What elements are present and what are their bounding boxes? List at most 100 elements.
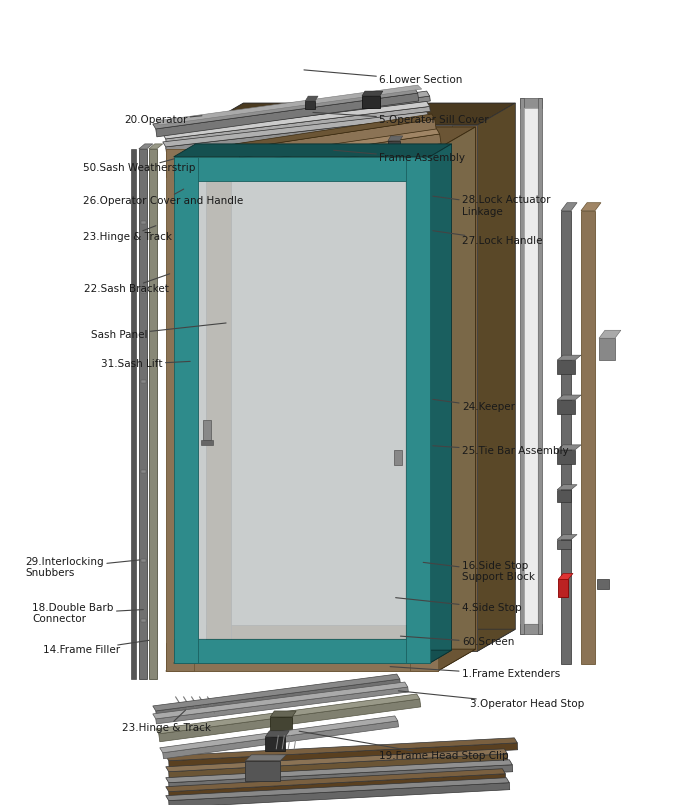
Text: 22.Sash Bracket: 22.Sash Bracket [84, 274, 170, 294]
Polygon shape [581, 202, 601, 210]
Polygon shape [158, 699, 421, 742]
Polygon shape [362, 91, 383, 96]
Bar [141, 380, 146, 383]
Polygon shape [242, 134, 441, 172]
Bar [131, 149, 136, 679]
Bar [231, 151, 452, 625]
Polygon shape [206, 629, 516, 651]
Text: 60.Screen: 60.Screen [401, 636, 514, 647]
Polygon shape [437, 127, 475, 671]
Polygon shape [163, 102, 430, 139]
Polygon shape [156, 687, 408, 724]
Polygon shape [165, 96, 430, 136]
Bar [271, 717, 292, 732]
Polygon shape [271, 711, 296, 717]
Polygon shape [165, 106, 430, 143]
Polygon shape [165, 760, 512, 783]
Bar [141, 290, 146, 293]
Text: 50.Sash Weatherstrip: 50.Sash Weatherstrip [83, 159, 195, 173]
Bar [557, 539, 571, 550]
Text: 23.Hinge & Track: 23.Hinge & Track [122, 710, 211, 733]
Text: 5.Operator Sill Cover: 5.Operator Sill Cover [313, 112, 489, 125]
Polygon shape [477, 103, 516, 651]
Polygon shape [149, 144, 163, 149]
Polygon shape [163, 112, 430, 147]
Bar [581, 210, 595, 664]
Polygon shape [156, 694, 420, 733]
Bar [246, 761, 280, 781]
Bar [203, 420, 210, 440]
Bar [525, 108, 538, 624]
Bar [141, 221, 146, 223]
Polygon shape [557, 395, 581, 400]
Bar [394, 450, 402, 465]
Polygon shape [165, 749, 507, 771]
Polygon shape [206, 625, 477, 651]
Text: 3.Operator Head Stop: 3.Operator Head Stop [399, 691, 584, 709]
Bar [141, 619, 146, 622]
Polygon shape [165, 769, 505, 791]
Bar [557, 360, 575, 374]
Polygon shape [165, 643, 437, 671]
Polygon shape [156, 85, 421, 125]
Polygon shape [156, 93, 419, 137]
Polygon shape [165, 117, 430, 152]
Text: 4.Side Stop: 4.Side Stop [396, 598, 521, 613]
Polygon shape [206, 103, 516, 125]
Polygon shape [153, 674, 400, 711]
Bar [388, 141, 400, 149]
Text: 1.Frame Extenders: 1.Frame Extenders [390, 667, 560, 679]
Bar [558, 580, 568, 597]
Bar [141, 470, 146, 473]
Text: 16.Side Stop
Support Block: 16.Side Stop Support Block [424, 561, 535, 583]
Bar [141, 559, 146, 563]
Polygon shape [239, 129, 439, 163]
Bar [597, 580, 609, 589]
Polygon shape [599, 330, 621, 339]
Text: 26.Operator Cover and Handle: 26.Operator Cover and Handle [83, 189, 243, 206]
Bar [557, 450, 575, 463]
Polygon shape [169, 765, 513, 790]
Polygon shape [388, 136, 403, 141]
Text: 14.Frame Filler: 14.Frame Filler [43, 640, 149, 655]
Polygon shape [558, 573, 573, 580]
Text: 25.Tie Bar Assembly: 25.Tie Bar Assembly [433, 446, 568, 456]
Polygon shape [174, 157, 198, 663]
Bar [599, 339, 615, 360]
Polygon shape [169, 783, 510, 806]
Polygon shape [165, 649, 475, 671]
Polygon shape [265, 731, 289, 737]
Polygon shape [520, 98, 543, 108]
Text: 18.Double Barb
Connector: 18.Double Barb Connector [33, 603, 143, 624]
Text: Sash Panel: Sash Panel [91, 323, 226, 339]
Text: 28.Lock Actuator
Linkage: 28.Lock Actuator Linkage [432, 195, 550, 217]
Polygon shape [169, 743, 518, 768]
Polygon shape [430, 144, 452, 663]
Polygon shape [557, 484, 577, 490]
Polygon shape [163, 721, 399, 758]
Text: 23.Hinge & Track: 23.Hinge & Track [83, 226, 172, 242]
Polygon shape [165, 737, 518, 761]
Polygon shape [520, 624, 543, 634]
Polygon shape [557, 534, 577, 539]
Polygon shape [174, 639, 430, 663]
Polygon shape [452, 125, 477, 651]
Polygon shape [406, 157, 430, 663]
Polygon shape [235, 114, 435, 149]
Bar [139, 149, 147, 679]
Polygon shape [239, 119, 437, 160]
Text: 20.Operator: 20.Operator [124, 115, 202, 125]
Polygon shape [557, 445, 581, 450]
Polygon shape [160, 716, 398, 753]
Polygon shape [538, 98, 543, 634]
Polygon shape [206, 125, 231, 651]
Polygon shape [165, 778, 509, 800]
Text: 27.Lock Handle: 27.Lock Handle [432, 231, 543, 246]
Polygon shape [156, 679, 401, 718]
Polygon shape [174, 144, 452, 157]
Polygon shape [165, 127, 475, 149]
Polygon shape [520, 98, 525, 634]
Polygon shape [174, 157, 430, 181]
Text: 24.Keeper: 24.Keeper [432, 399, 515, 412]
Text: 19.Frame Head Stop Clip: 19.Frame Head Stop Clip [299, 731, 509, 762]
